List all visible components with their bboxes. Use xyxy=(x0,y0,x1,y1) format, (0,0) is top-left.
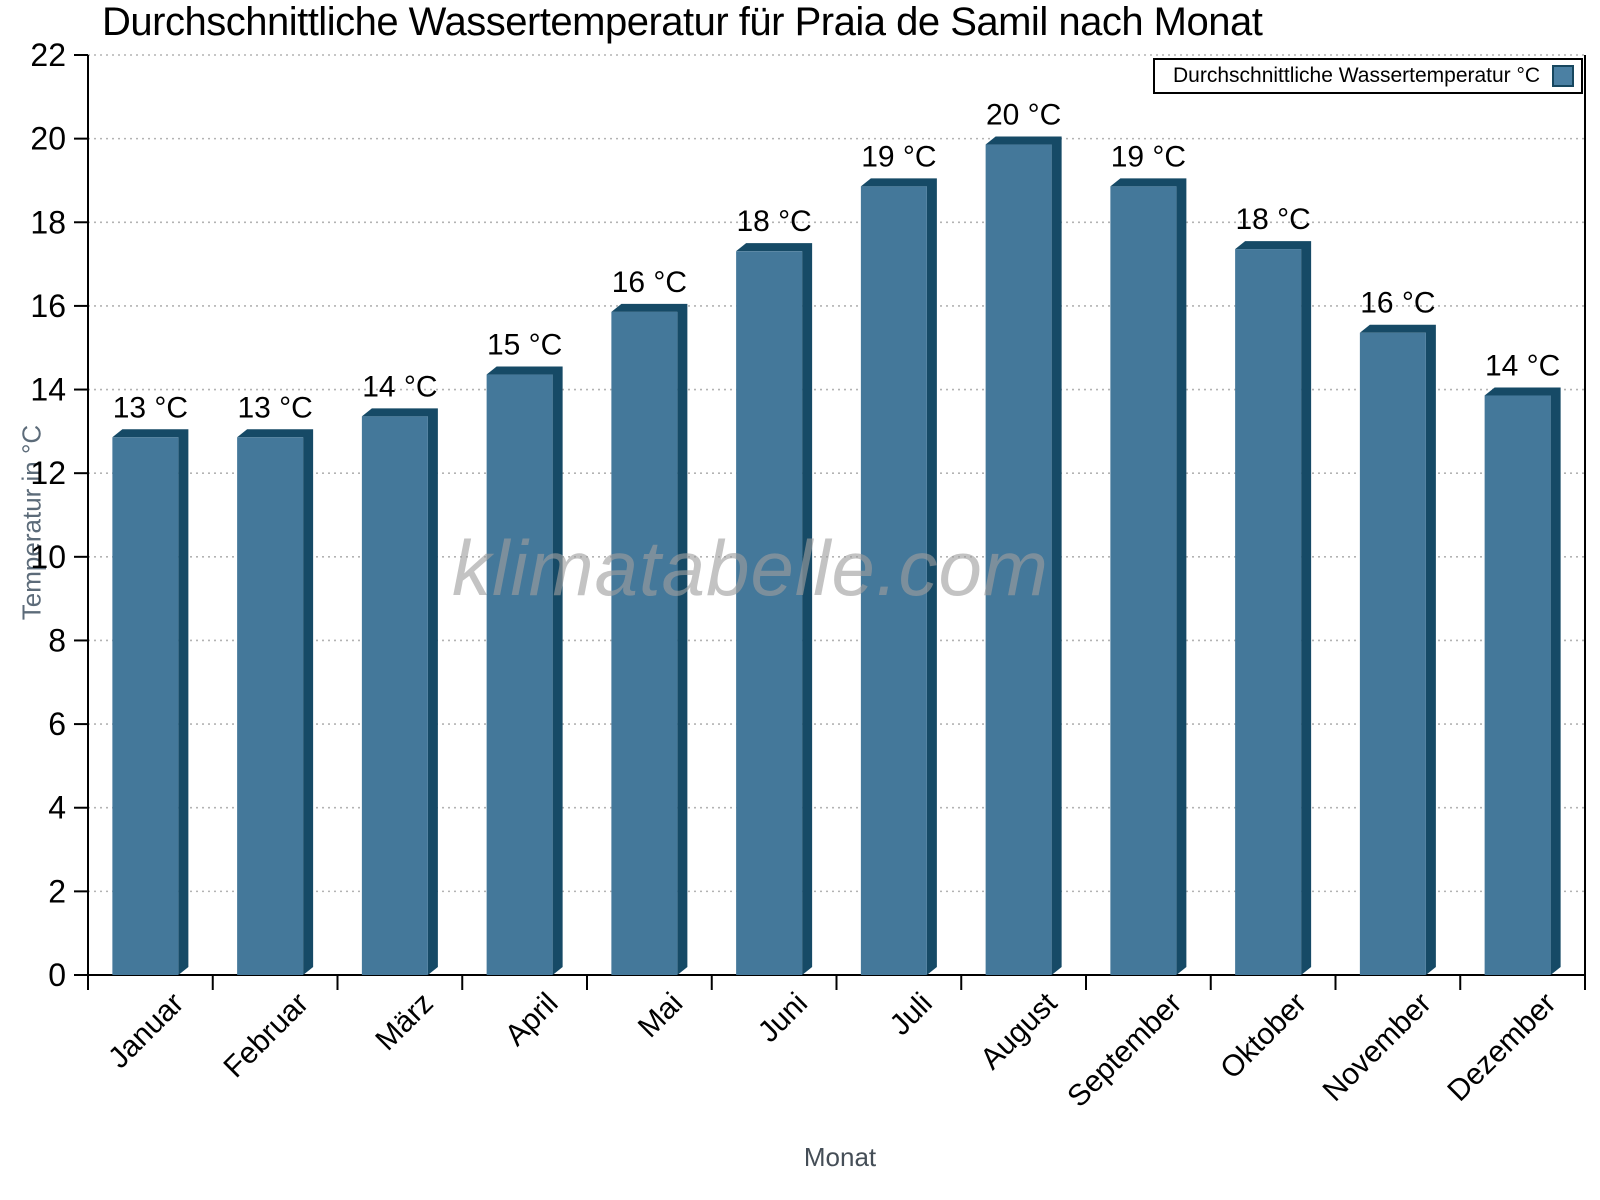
bar-shadow-februar xyxy=(237,429,314,976)
bar-shadow-juni xyxy=(736,243,813,975)
y-tick-label-14: 14 xyxy=(30,372,66,408)
y-tick-label-4: 4 xyxy=(48,790,66,826)
bar-value-label-april: 15 °C xyxy=(487,329,562,362)
x-category-label-august: August xyxy=(974,986,1064,1076)
x-category-label-dezember: Dezember xyxy=(1441,987,1562,1108)
bar-shadow-april xyxy=(486,366,563,976)
bar-value-label-dezember: 14 °C xyxy=(1485,349,1560,382)
y-tick-label-12: 12 xyxy=(30,455,66,491)
bar-shadow-januar xyxy=(112,429,189,976)
y-tick-label-18: 18 xyxy=(30,204,66,240)
x-category-label-juni: Juni xyxy=(752,987,814,1049)
bar-juli[interactable] xyxy=(860,186,927,975)
bar-oktober[interactable] xyxy=(1235,249,1302,975)
x-category-label-januar: Januar xyxy=(102,987,190,1075)
x-category-label-april: April xyxy=(499,987,565,1053)
bar-februar[interactable] xyxy=(237,437,304,976)
bar-value-label-mai: 16 °C xyxy=(612,266,687,299)
bar-shadow-september xyxy=(1110,178,1187,975)
bar-shadow-oktober xyxy=(1235,241,1312,975)
bar-september[interactable] xyxy=(1110,186,1177,975)
x-axis-title: Monat xyxy=(803,1142,877,1172)
bar-august[interactable] xyxy=(985,144,1052,975)
x-category-label-november: November xyxy=(1317,987,1438,1108)
bar-shadow-juli xyxy=(860,178,937,975)
x-category-label-mai: Mai xyxy=(632,987,690,1045)
y-tick-label-8: 8 xyxy=(48,622,66,658)
y-tick-label-22: 22 xyxy=(30,37,66,73)
bar-shadow-august xyxy=(985,136,1062,975)
y-tick-label-2: 2 xyxy=(48,873,66,909)
x-category-label-oktober: Oktober xyxy=(1214,987,1313,1086)
bar-shadow-mai xyxy=(611,303,688,975)
bar-shadow-marz xyxy=(361,408,438,975)
bar-value-label-januar: 13 °C xyxy=(113,391,188,424)
x-category-label-marz: März xyxy=(369,987,439,1057)
bar-shadow-dezember xyxy=(1484,387,1561,975)
legend-marker-swatch xyxy=(1552,65,1575,87)
legend-label: Durchschnittliche Wassertemperatur °C xyxy=(1173,64,1541,87)
bar-marz[interactable] xyxy=(361,416,428,975)
bar-dezember[interactable] xyxy=(1484,395,1551,975)
legend[interactable]: Durchschnittliche Wassertemperatur °C xyxy=(1153,58,1583,94)
bar-value-label-oktober: 18 °C xyxy=(1235,203,1310,236)
bar-april[interactable] xyxy=(486,374,553,976)
bar-value-label-september: 19 °C xyxy=(1111,140,1186,173)
y-tick-label-0: 0 xyxy=(48,957,66,993)
bar-value-label-februar: 13 °C xyxy=(237,391,312,424)
bar-juni[interactable] xyxy=(736,251,803,975)
y-tick-label-20: 20 xyxy=(30,121,66,157)
bar-november[interactable] xyxy=(1359,332,1426,975)
y-tick-label-16: 16 xyxy=(30,288,66,324)
y-tick-label-6: 6 xyxy=(48,706,66,742)
bar-value-label-november: 16 °C xyxy=(1360,287,1435,320)
x-category-label-september: September xyxy=(1061,987,1188,1114)
bar-shadow-november xyxy=(1359,324,1436,975)
chart-title: Durchschnittliche Wassertemperatur für P… xyxy=(102,0,1263,44)
x-category-label-februar: Februar xyxy=(217,987,315,1085)
bar-value-label-august: 20 °C xyxy=(986,99,1061,132)
bar-januar[interactable] xyxy=(112,437,179,976)
x-category-label-juli: Juli xyxy=(884,987,939,1042)
watermark: klimatabelle.com xyxy=(452,524,1049,612)
bar-value-label-juli: 19 °C xyxy=(861,140,936,173)
bar-value-label-marz: 14 °C xyxy=(362,370,437,403)
y-tick-label-10: 10 xyxy=(30,539,66,575)
bar-mai[interactable] xyxy=(611,311,678,975)
bar-value-label-juni: 18 °C xyxy=(736,205,811,238)
